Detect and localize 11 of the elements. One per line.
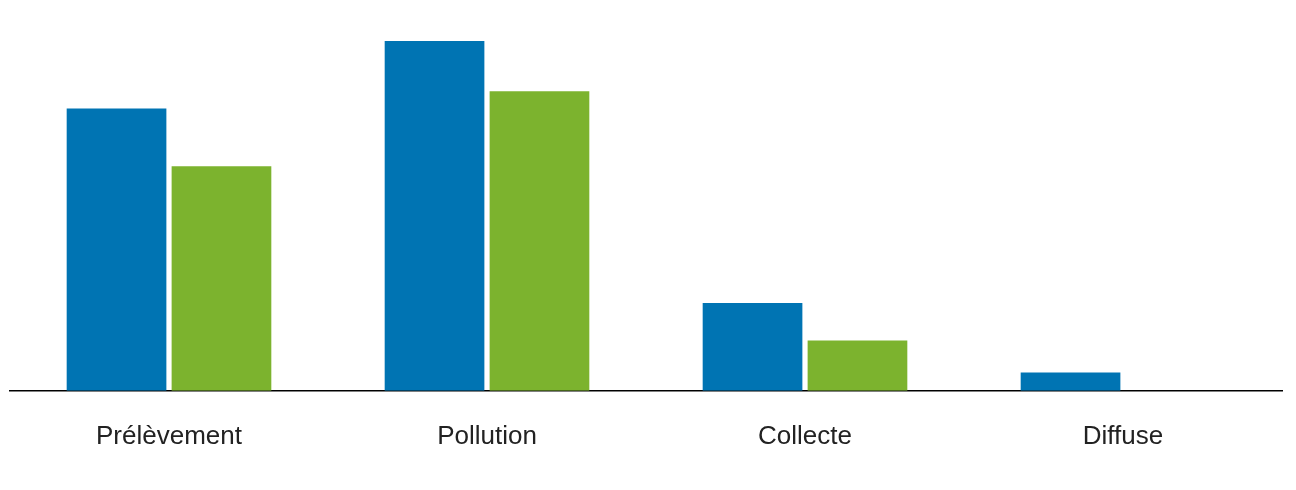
x-tick-label: Diffuse: [1082, 419, 1164, 450]
bar: [384, 41, 485, 391]
bar: [1020, 372, 1121, 391]
x-tick-label: Pollution: [437, 419, 537, 450]
bar: [66, 108, 167, 391]
x-tick-label: Collecte: [758, 419, 852, 450]
bar: [702, 303, 803, 391]
bar: [171, 166, 272, 391]
x-tick-label: Prélèvement: [96, 419, 243, 450]
bar: [489, 91, 590, 391]
bar: [807, 340, 908, 391]
